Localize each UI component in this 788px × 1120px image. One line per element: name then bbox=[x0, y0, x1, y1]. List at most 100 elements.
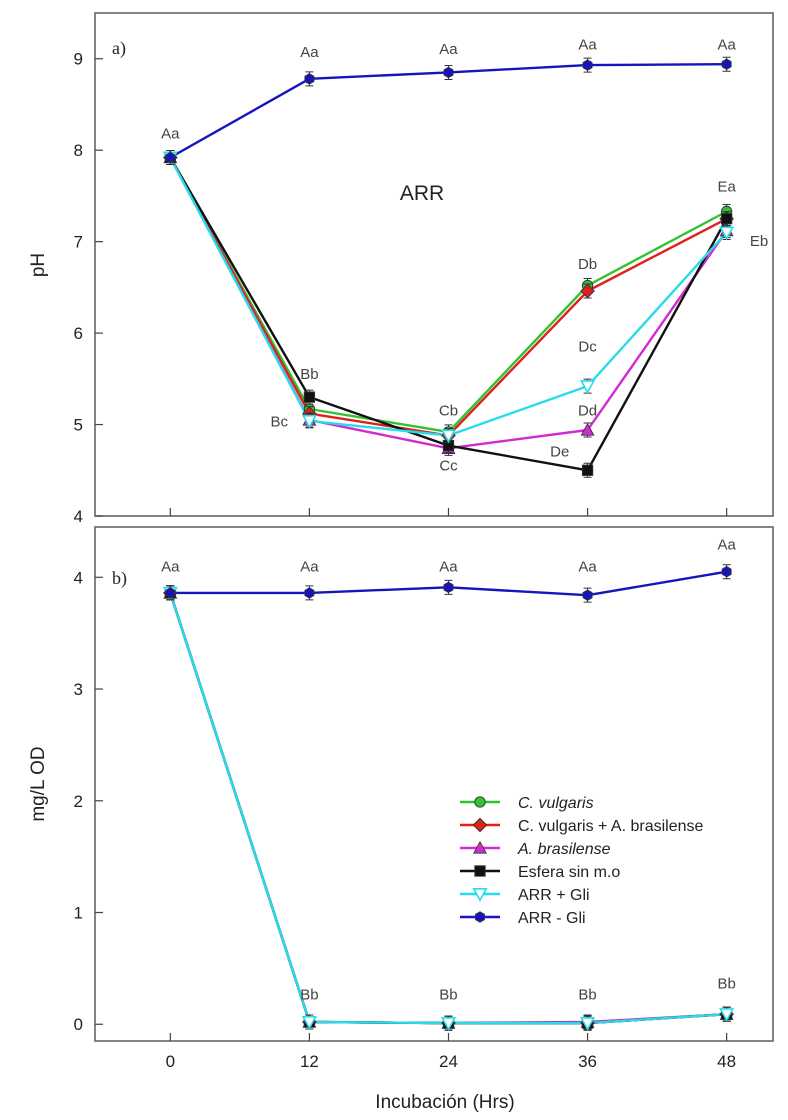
y-tick-label: 4 bbox=[74, 507, 83, 526]
legend-marker bbox=[474, 865, 486, 877]
significance-label: Cc bbox=[439, 457, 458, 474]
significance-label: Aa bbox=[439, 41, 458, 58]
data-point-arr-gli bbox=[721, 58, 732, 70]
x-tick-label: 12 bbox=[300, 1052, 319, 1071]
significance-label: Bb bbox=[300, 987, 318, 1004]
significance-label: Dd bbox=[578, 402, 597, 419]
series-line-c-vulgaris-a-brasilense bbox=[169, 156, 728, 437]
data-point-arr-gli bbox=[582, 59, 593, 71]
panel-a-annotations: Aa Aa Aa Aa Aa Bb Bc Cb Cc Db Dc Dd De Ea Eb bbox=[161, 37, 768, 475]
legend-item-arr-gli: ARR + Gli bbox=[460, 887, 590, 904]
legend-marker bbox=[472, 887, 488, 902]
legend-marker bbox=[474, 796, 486, 808]
significance-label: Aa bbox=[300, 559, 319, 576]
data-point-c-vulgaris-a-brasilense bbox=[580, 283, 595, 299]
data-point-arr-gli bbox=[165, 587, 176, 599]
panel-a-ticks: 4 5 6 7 8 9 bbox=[74, 50, 728, 526]
series-line-esfera-sin-m-o bbox=[169, 592, 727, 1025]
significance-label: Bc bbox=[271, 413, 289, 430]
significance-label: Eb bbox=[750, 233, 768, 250]
panel-a-markers bbox=[162, 56, 735, 478]
panel-b-frame bbox=[94, 526, 774, 1042]
data-point-arr-gli bbox=[580, 1017, 596, 1031]
legend-marker bbox=[475, 911, 485, 923]
panel-a-y-axis-title: pH bbox=[28, 253, 49, 277]
series-line-c-vulgaris bbox=[169, 592, 727, 1025]
y-tick-label: 1 bbox=[74, 904, 83, 923]
data-point-arr-gli bbox=[165, 151, 176, 164]
data-point-arr-gli bbox=[721, 565, 732, 578]
significance-label: De bbox=[550, 444, 569, 461]
legend-marker bbox=[473, 840, 487, 854]
legend: C. vulgaris C. vulgaris + A. brasilense A.… bbox=[460, 795, 704, 927]
x-tick-label: 24 bbox=[439, 1052, 458, 1071]
significance-label: Bb bbox=[439, 987, 457, 1004]
legend-item-c-vulgaris-a-brasilense: C. vulgaris + A. brasilense bbox=[460, 817, 704, 835]
significance-label: Bb bbox=[578, 987, 596, 1004]
legend-label: ARR - Gli bbox=[518, 910, 586, 927]
data-point-arr-gli bbox=[580, 380, 596, 395]
data-point-esfera-sin-m-o bbox=[581, 464, 594, 476]
y-tick-label: 9 bbox=[74, 50, 83, 69]
data-point-esfera-sin-m-o bbox=[720, 213, 733, 225]
data-point-a-brasilense bbox=[580, 422, 595, 436]
data-point-arr-gli bbox=[719, 1008, 735, 1023]
series-line-a-brasilense bbox=[169, 592, 727, 1025]
panel-a-ph-chart: a) ARR pH 4 5 6 7 8 9 Aa Aa Aa Aa Aa Bb Bc Cb Cc Db Dc D… bbox=[28, 12, 774, 526]
data-point-arr-gli bbox=[304, 73, 315, 85]
legend-item-c-vulgaris: C. vulgaris bbox=[460, 795, 594, 812]
series-line-arr-gli bbox=[169, 156, 728, 437]
data-point-arr-gli bbox=[443, 581, 454, 594]
data-point-esfera-sin-m-o bbox=[303, 391, 316, 403]
data-point-arr-gli bbox=[304, 587, 315, 599]
series-line-c-vulgaris-a-brasilense bbox=[169, 592, 727, 1025]
significance-label: Db bbox=[578, 256, 597, 273]
significance-label: Aa bbox=[439, 559, 458, 576]
series-line-c-vulgaris bbox=[169, 156, 728, 434]
legend-label: Esfera sin m.o bbox=[518, 864, 620, 881]
data-point-arr-gli bbox=[582, 589, 593, 601]
significance-label: Bb bbox=[717, 975, 735, 992]
y-tick-label: 8 bbox=[74, 141, 83, 160]
y-tick-label: 6 bbox=[74, 324, 83, 343]
data-point-arr-gli bbox=[440, 1017, 457, 1031]
significance-label: Ea bbox=[717, 178, 736, 195]
y-tick-label: 3 bbox=[74, 680, 83, 699]
legend-label: ARR + Gli bbox=[518, 887, 590, 904]
panel-a-label: a) bbox=[112, 38, 126, 59]
data-point-arr-gli bbox=[440, 429, 457, 444]
significance-label: Aa bbox=[578, 37, 597, 54]
series-line-arr-gli bbox=[169, 592, 727, 1025]
legend-label: A. brasilense bbox=[517, 841, 611, 858]
y-tick-label: 2 bbox=[74, 792, 83, 811]
significance-label: Aa bbox=[717, 37, 736, 54]
panel-b-lines bbox=[169, 570, 727, 1025]
x-axis-title: Incubación (Hrs) bbox=[375, 1092, 514, 1113]
x-tick-label: 48 bbox=[717, 1052, 736, 1071]
significance-label: Aa bbox=[717, 536, 736, 553]
significance-label: Cb bbox=[439, 402, 458, 419]
x-tick-label: 36 bbox=[578, 1052, 597, 1071]
y-tick-label: 0 bbox=[74, 1015, 83, 1034]
significance-label: Aa bbox=[161, 125, 180, 142]
data-point-arr-gli bbox=[443, 66, 454, 79]
panel-a-arr-label: ARR bbox=[400, 182, 444, 205]
panel-b-label: b) bbox=[112, 568, 127, 589]
x-tick-label: 0 bbox=[166, 1052, 175, 1071]
data-point-arr-gli bbox=[301, 1016, 317, 1030]
legend-label: C. vulgaris bbox=[518, 795, 594, 812]
panel-b-markers bbox=[162, 564, 735, 1031]
significance-label: Bb bbox=[300, 366, 318, 383]
legend-item-esfera-sin-m-o: Esfera sin m.o bbox=[460, 864, 620, 881]
significance-label: Aa bbox=[578, 559, 597, 576]
y-tick-label: 7 bbox=[74, 233, 83, 252]
panel-b-annotations: Aa Aa Aa Aa Aa Bb Bb Bb Bb bbox=[161, 536, 736, 1003]
legend-label: C. vulgaris + A. brasilense bbox=[518, 818, 704, 835]
significance-label: Dc bbox=[578, 338, 597, 355]
significance-label: Aa bbox=[161, 559, 180, 576]
data-point-arr-gli bbox=[301, 414, 317, 429]
y-tick-label: 4 bbox=[74, 568, 83, 587]
y-tick-label: 5 bbox=[74, 416, 83, 435]
